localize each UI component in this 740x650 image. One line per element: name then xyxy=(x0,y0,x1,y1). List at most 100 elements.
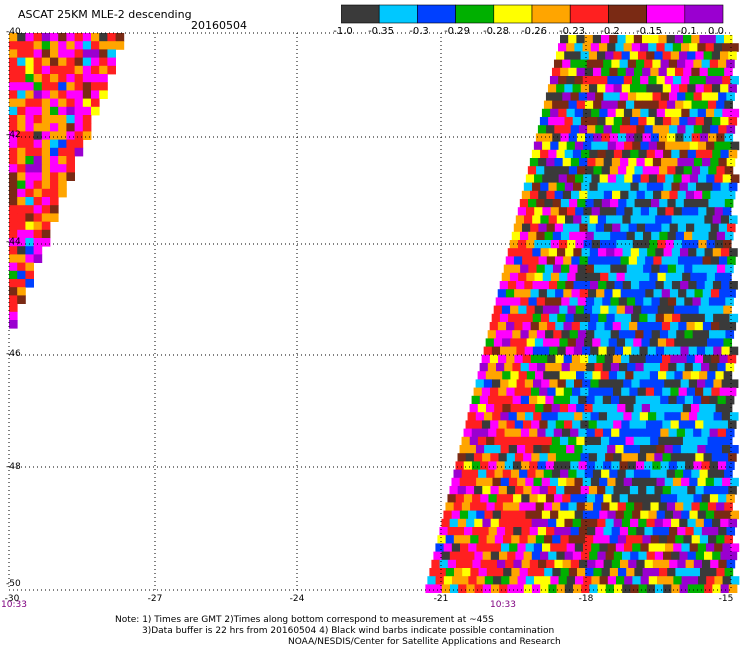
wind-cell xyxy=(689,174,699,183)
wind-cell xyxy=(66,41,75,50)
wind-cell xyxy=(673,141,682,151)
wind-cell xyxy=(74,98,84,108)
colorbar-label: -0.15 xyxy=(636,26,662,37)
wind-cell xyxy=(605,117,615,126)
wind-cell xyxy=(115,33,125,42)
wind-cell xyxy=(684,395,694,405)
wind-cell xyxy=(618,166,627,175)
wind-cell xyxy=(492,379,501,388)
wind-cell xyxy=(576,133,586,142)
wind-cell xyxy=(729,379,739,388)
wind-cell xyxy=(628,559,637,569)
wind-cell xyxy=(542,207,552,216)
wind-cell xyxy=(619,527,629,536)
wind-cell xyxy=(726,559,736,569)
wind-cell xyxy=(691,436,700,446)
wind-cell xyxy=(25,270,34,280)
wind-cell xyxy=(673,108,682,118)
wind-cell xyxy=(705,108,715,118)
wind-cell xyxy=(684,330,694,339)
wind-cell xyxy=(494,502,504,511)
wind-cell xyxy=(548,149,557,159)
wind-cell xyxy=(461,436,471,446)
wind-cell xyxy=(472,494,481,503)
wind-cell xyxy=(710,527,719,536)
wind-cell xyxy=(25,90,34,99)
wind-cell xyxy=(687,551,697,561)
wind-cell xyxy=(646,453,655,462)
wind-cell xyxy=(721,346,731,356)
wind-cell xyxy=(494,568,504,577)
wind-cell xyxy=(628,190,638,200)
wind-cell xyxy=(478,502,487,511)
wind-cell xyxy=(58,172,67,181)
wind-cell xyxy=(528,231,537,241)
wind-cell xyxy=(713,346,722,356)
wind-cell xyxy=(594,363,604,372)
wind-cell xyxy=(683,166,693,175)
wind-cell xyxy=(540,215,549,224)
wind-cell xyxy=(573,182,582,192)
wind-cell xyxy=(50,213,59,222)
wind-cell xyxy=(716,502,725,511)
wind-cell xyxy=(711,453,721,462)
wind-cell xyxy=(508,412,518,421)
wind-cell xyxy=(455,527,465,536)
wind-cell xyxy=(694,289,704,298)
wind-cell xyxy=(656,510,666,520)
wind-cell xyxy=(25,49,34,58)
wind-cell xyxy=(482,551,492,561)
wind-cell xyxy=(707,404,716,413)
wind-cell xyxy=(9,33,18,42)
wind-cell xyxy=(608,305,618,315)
wind-cell xyxy=(579,256,589,265)
wind-cell xyxy=(471,395,481,405)
wind-cell xyxy=(719,387,729,397)
wind-cell xyxy=(41,156,51,165)
wind-cell xyxy=(538,223,547,233)
wind-cell xyxy=(716,166,726,175)
wind-cell xyxy=(623,76,633,85)
wind-cell xyxy=(632,141,641,151)
wind-cell xyxy=(584,67,594,77)
wind-cell xyxy=(506,354,515,364)
wind-cell xyxy=(662,51,672,60)
wind-cell xyxy=(509,272,519,282)
wind-cell xyxy=(611,158,621,167)
wind-cell xyxy=(575,240,584,249)
wind-cell xyxy=(17,246,26,255)
wind-cell xyxy=(563,322,573,331)
wind-cell xyxy=(666,338,675,347)
wind-cell xyxy=(9,139,18,149)
wind-cell xyxy=(25,139,34,149)
wind-cell xyxy=(671,117,680,126)
wind-cell xyxy=(9,164,18,173)
wind-cell xyxy=(615,379,624,388)
wind-cell xyxy=(556,486,565,495)
wind-cell xyxy=(25,33,34,42)
wind-cell xyxy=(652,59,661,69)
wind-cell xyxy=(720,551,730,561)
wind-cell xyxy=(697,141,707,151)
wind-cell xyxy=(691,502,701,511)
wind-cell xyxy=(646,518,656,528)
wind-cell xyxy=(539,117,549,126)
wind-cell xyxy=(514,387,524,397)
wind-cell xyxy=(595,527,604,536)
wind-cell xyxy=(656,576,666,585)
wind-cell xyxy=(17,254,26,263)
wind-cell xyxy=(107,33,116,42)
wind-cell xyxy=(637,387,647,397)
wind-cell xyxy=(488,527,498,536)
wind-cell xyxy=(585,568,594,577)
wind-cell xyxy=(474,518,483,528)
wind-cell xyxy=(695,84,705,93)
wind-cell xyxy=(600,404,610,413)
wind-cell xyxy=(587,190,597,200)
wind-cell xyxy=(542,576,551,585)
wind-cell xyxy=(530,289,540,298)
wind-cell xyxy=(572,117,582,126)
wind-cell xyxy=(507,281,517,290)
wind-cell xyxy=(33,41,43,50)
wind-cell xyxy=(494,469,504,479)
